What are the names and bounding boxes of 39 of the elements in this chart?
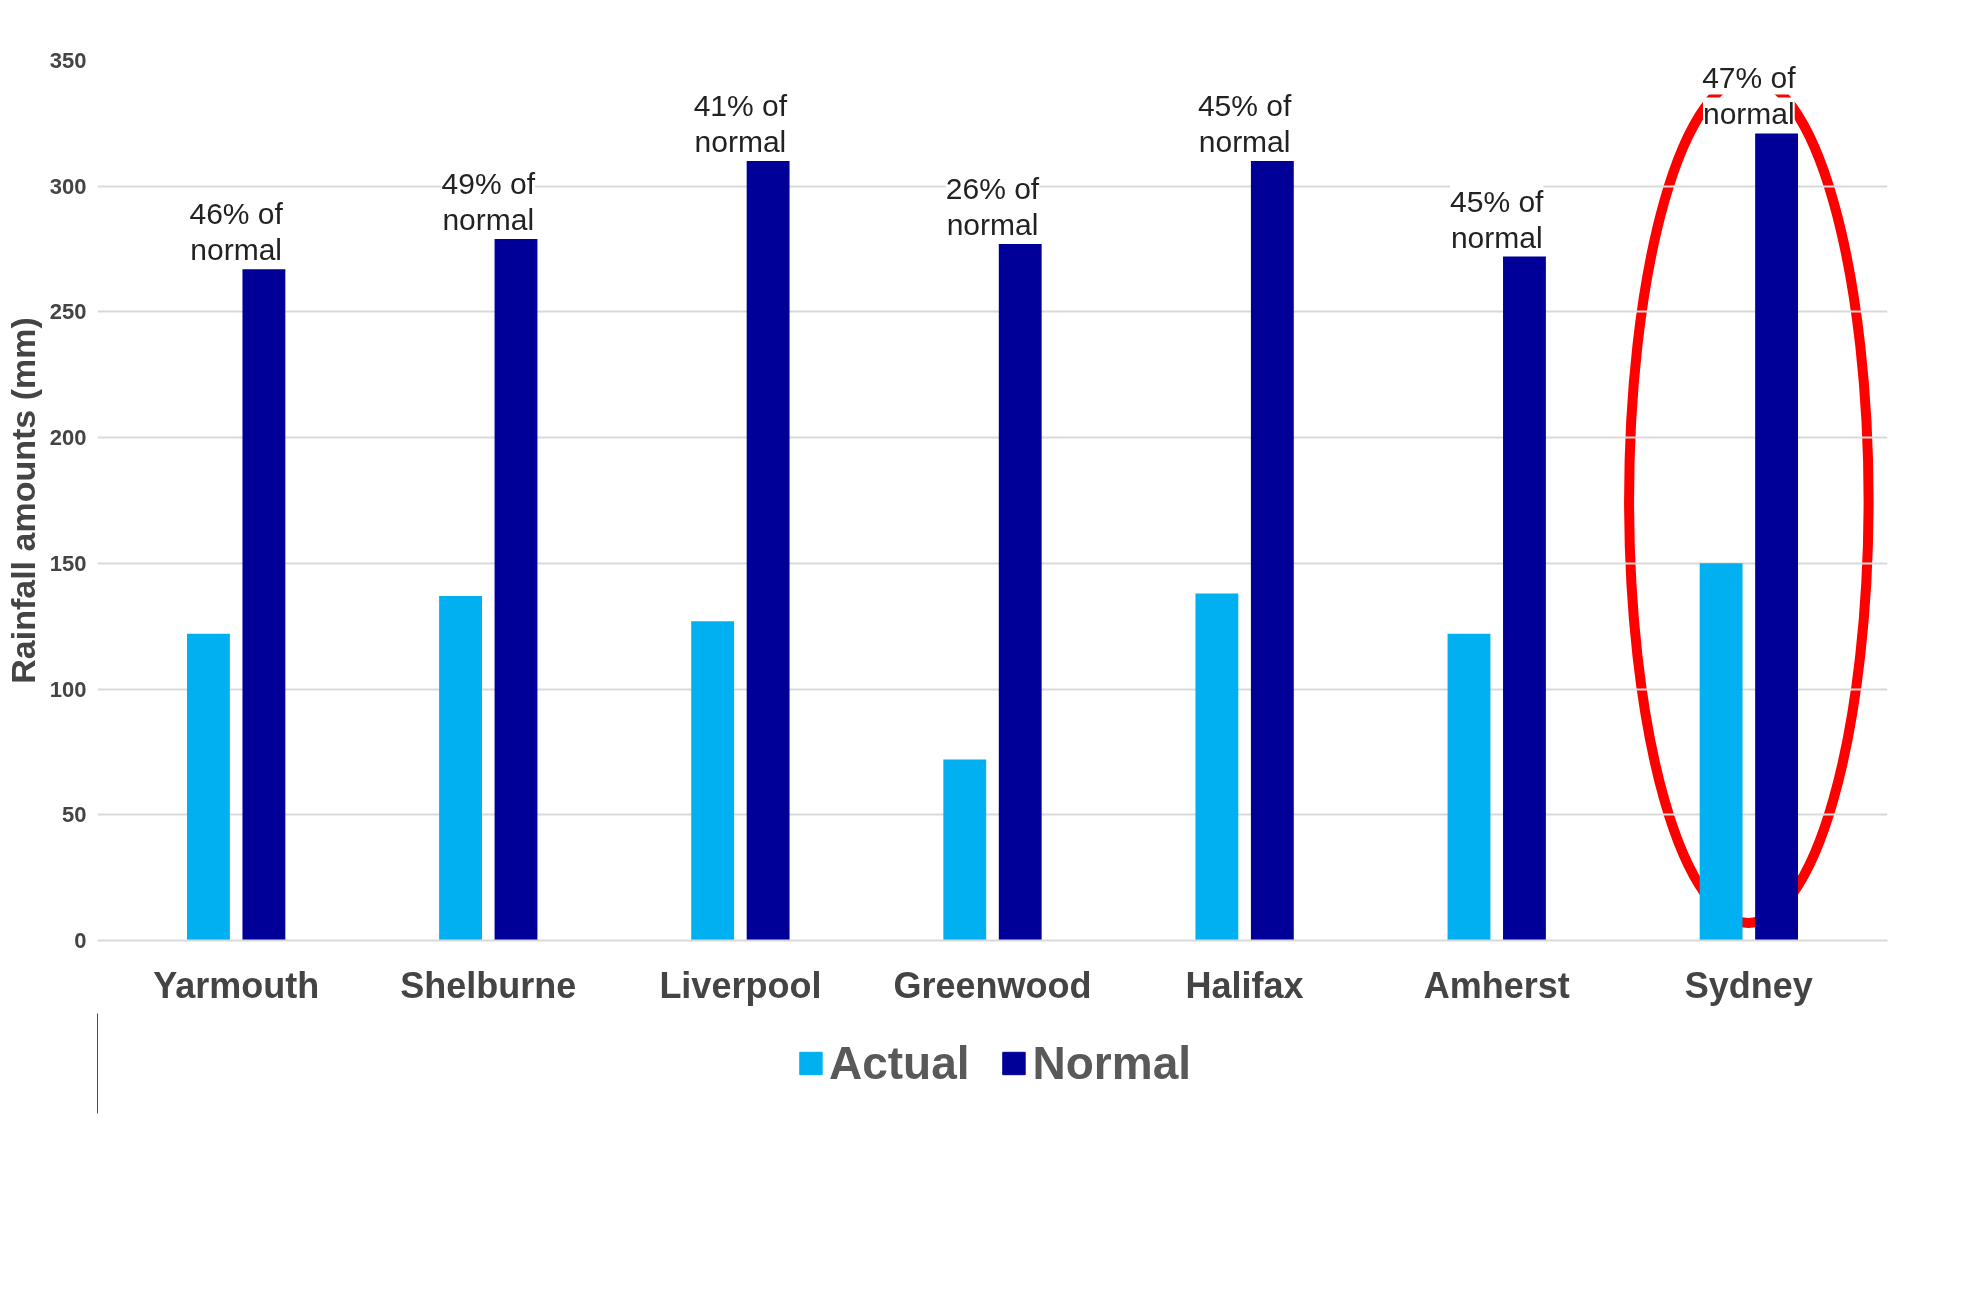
x-tick-label: Sydney xyxy=(1684,964,1813,1006)
annotation: 45% of normal xyxy=(1197,89,1292,159)
y-tick-label: 50 xyxy=(62,802,87,828)
bar xyxy=(943,759,987,941)
legend-label: Actual xyxy=(828,1036,970,1090)
annotation: 47% of normal xyxy=(1702,61,1797,131)
bar xyxy=(494,239,538,941)
y-tick-label: 300 xyxy=(49,173,87,199)
bar xyxy=(1755,133,1798,941)
y-tick-label: 100 xyxy=(49,676,87,702)
annotation: 46% of normal xyxy=(189,197,284,267)
annotation: 49% of normal xyxy=(441,167,536,237)
annotation: 45% of normal xyxy=(1450,184,1545,254)
x-tick-label: Liverpool xyxy=(659,964,822,1006)
annotation: 41% of normal xyxy=(693,89,788,159)
y-tick-label: 200 xyxy=(49,425,87,451)
y-tick-label: 350 xyxy=(49,48,87,73)
legend-label: Normal xyxy=(1032,1036,1192,1090)
bar xyxy=(1195,593,1239,941)
x-tick-label: Greenwood xyxy=(893,964,1092,1006)
bar xyxy=(746,161,790,941)
bar xyxy=(1699,563,1743,941)
x-tick-label: Halifax xyxy=(1185,964,1304,1006)
bar xyxy=(1447,633,1491,941)
bar xyxy=(998,244,1042,941)
bar xyxy=(1503,256,1546,941)
y-tick-label: 0 xyxy=(74,928,87,953)
bar xyxy=(439,596,482,941)
y-tick-label: 150 xyxy=(49,550,87,576)
bar xyxy=(242,269,286,941)
y-tick-label: 250 xyxy=(49,299,87,325)
bar xyxy=(691,621,735,941)
x-tick-label: Shelburne xyxy=(400,964,577,1006)
annotation: 26% of normal xyxy=(945,172,1040,242)
bar xyxy=(187,633,230,941)
x-tick-label: Yarmouth xyxy=(153,964,320,1006)
x-tick-label: Amherst xyxy=(1423,964,1570,1006)
y-axis-title: Rainfall amounts (mm) xyxy=(3,317,42,684)
bar xyxy=(1250,161,1294,941)
